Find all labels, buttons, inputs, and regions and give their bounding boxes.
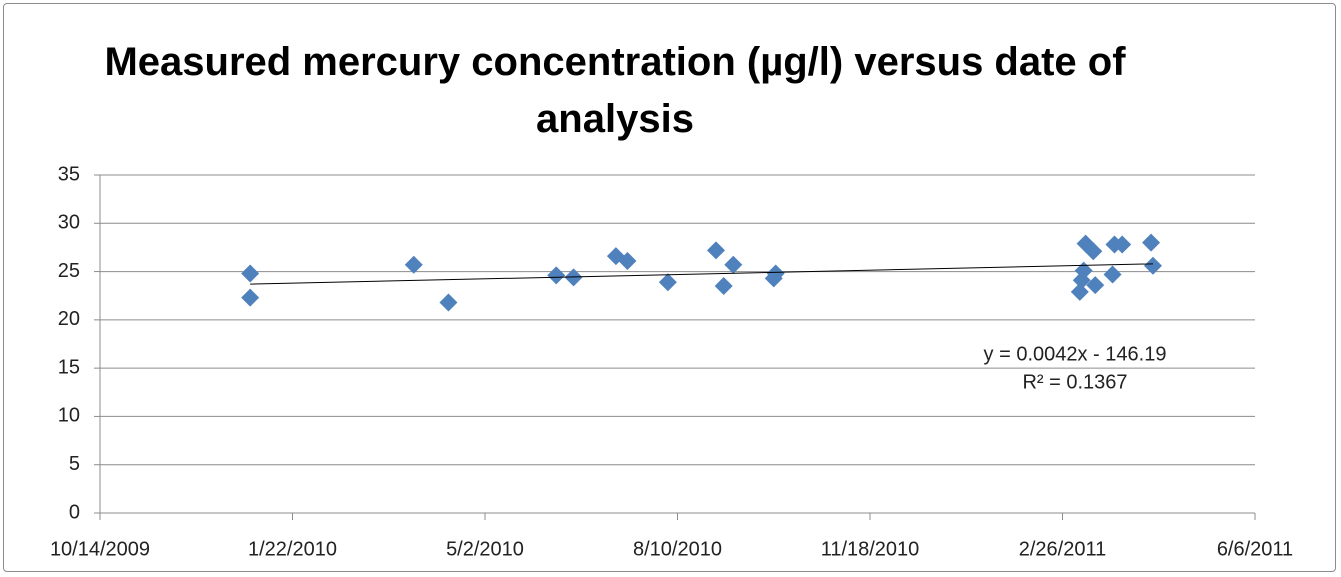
chart-title: Measured mercury concentration (µg/l) ve…: [104, 40, 1126, 141]
trendline: [250, 263, 1153, 285]
chart-frame: [3, 3, 1336, 572]
point: [564, 268, 583, 287]
y-tick-label: 15: [58, 356, 80, 378]
point: [439, 293, 458, 312]
point: [1074, 261, 1093, 280]
x-tick-label: 6/6/2011: [1217, 538, 1293, 560]
point: [1142, 233, 1161, 252]
point: [241, 288, 260, 307]
point: [1084, 242, 1103, 261]
x-tick-label: 11/18/2010: [821, 538, 920, 560]
point: [404, 255, 423, 274]
point: [1070, 282, 1089, 301]
trendline-equation: y = 0.0042x - 146.19: [984, 343, 1167, 365]
point: [547, 266, 566, 285]
point: [618, 251, 637, 270]
point: [241, 264, 260, 283]
point: [707, 241, 725, 260]
y-tick-label: 0: [69, 501, 80, 523]
point: [1113, 235, 1132, 254]
point: [714, 277, 733, 296]
point: [1086, 276, 1105, 295]
x-tick-label: 1/22/2010: [248, 538, 337, 560]
y-tick-label: 10: [58, 405, 80, 427]
y-tick-label: 25: [58, 260, 80, 282]
x-tick-label: 10/14/2009: [50, 538, 150, 560]
point: [766, 264, 785, 283]
y-tick-label: 35: [58, 163, 80, 185]
x-tick-label: 8/10/2010: [633, 538, 722, 560]
point: [724, 255, 743, 274]
y-tick-label: 30: [58, 212, 80, 234]
point: [658, 273, 677, 292]
x-tick-label: 5/2/2010: [446, 538, 524, 560]
y-tick-label: 5: [69, 453, 80, 475]
y-tick-label: 20: [58, 308, 80, 330]
point: [1103, 265, 1122, 284]
r-squared: R² = 0.1367: [1022, 371, 1127, 393]
point: [1143, 256, 1162, 275]
x-tick-label: 2/26/2011: [1019, 538, 1107, 560]
